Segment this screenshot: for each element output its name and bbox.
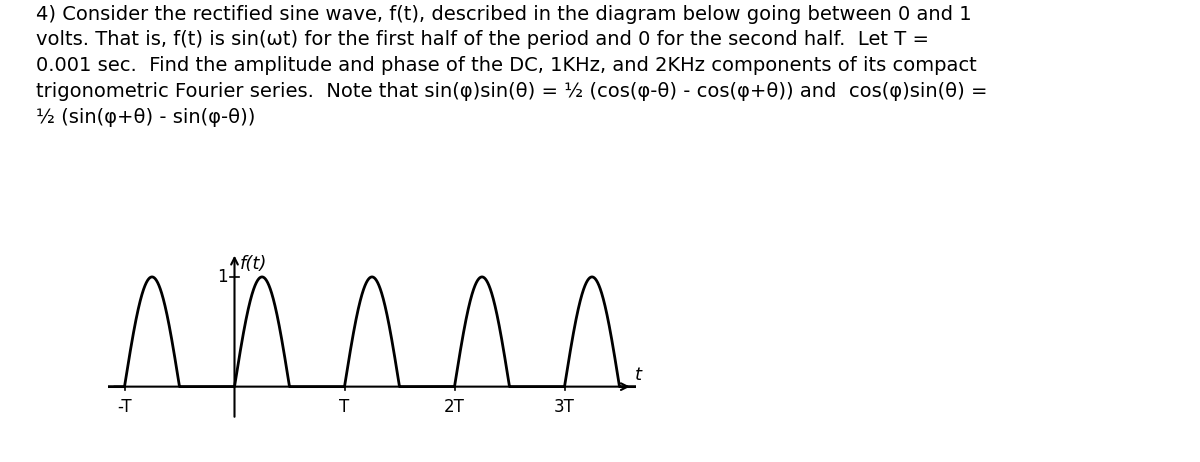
Text: 4) Consider the rectified sine wave, f(t), described in the diagram below going : 4) Consider the rectified sine wave, f(t… xyxy=(36,5,988,127)
Text: t: t xyxy=(635,366,642,384)
Text: -T: -T xyxy=(118,398,132,416)
Text: 1: 1 xyxy=(217,268,228,286)
Text: 2T: 2T xyxy=(444,398,464,416)
Text: 3T: 3T xyxy=(554,398,575,416)
Text: T: T xyxy=(340,398,349,416)
Text: f(t): f(t) xyxy=(240,255,268,273)
